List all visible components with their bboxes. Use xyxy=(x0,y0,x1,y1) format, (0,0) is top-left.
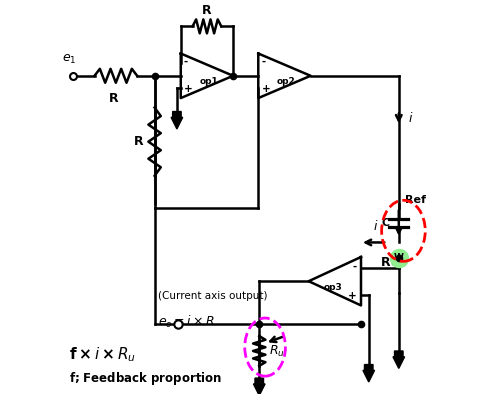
Text: R: R xyxy=(380,256,390,269)
Text: Ref: Ref xyxy=(404,195,426,205)
Text: -: - xyxy=(262,57,266,67)
FancyArrow shape xyxy=(393,351,404,369)
FancyArrow shape xyxy=(363,365,375,382)
Text: op1: op1 xyxy=(200,77,218,86)
Text: op2: op2 xyxy=(277,77,296,86)
Text: +: + xyxy=(262,85,270,94)
Text: R: R xyxy=(134,135,144,148)
Text: +: + xyxy=(349,291,357,301)
Text: C: C xyxy=(381,218,389,228)
Text: op3: op3 xyxy=(323,282,342,292)
Text: W: W xyxy=(394,254,404,262)
Text: $i$: $i$ xyxy=(373,219,378,233)
Text: (Current axis output): (Current axis output) xyxy=(158,291,268,301)
Text: $e_o = i \times R$: $e_o = i \times R$ xyxy=(158,314,215,330)
Text: $e_1$: $e_1$ xyxy=(62,53,76,66)
Text: +: + xyxy=(184,85,193,94)
Text: $\mathbf{f \times \mathit{i} \times \mathit{R_u}}$: $\mathbf{f \times \mathit{i} \times \mat… xyxy=(69,346,136,364)
Text: -: - xyxy=(353,261,357,271)
Text: $R_u$: $R_u$ xyxy=(269,343,285,359)
Text: $\mathbf{f}$; Feedback proportion: $\mathbf{f}$; Feedback proportion xyxy=(69,370,223,387)
Text: -: - xyxy=(184,57,188,67)
Text: R: R xyxy=(109,92,119,105)
Text: $i$: $i$ xyxy=(408,111,414,126)
FancyArrow shape xyxy=(171,111,183,129)
FancyArrow shape xyxy=(254,378,265,395)
Text: R: R xyxy=(202,4,212,17)
